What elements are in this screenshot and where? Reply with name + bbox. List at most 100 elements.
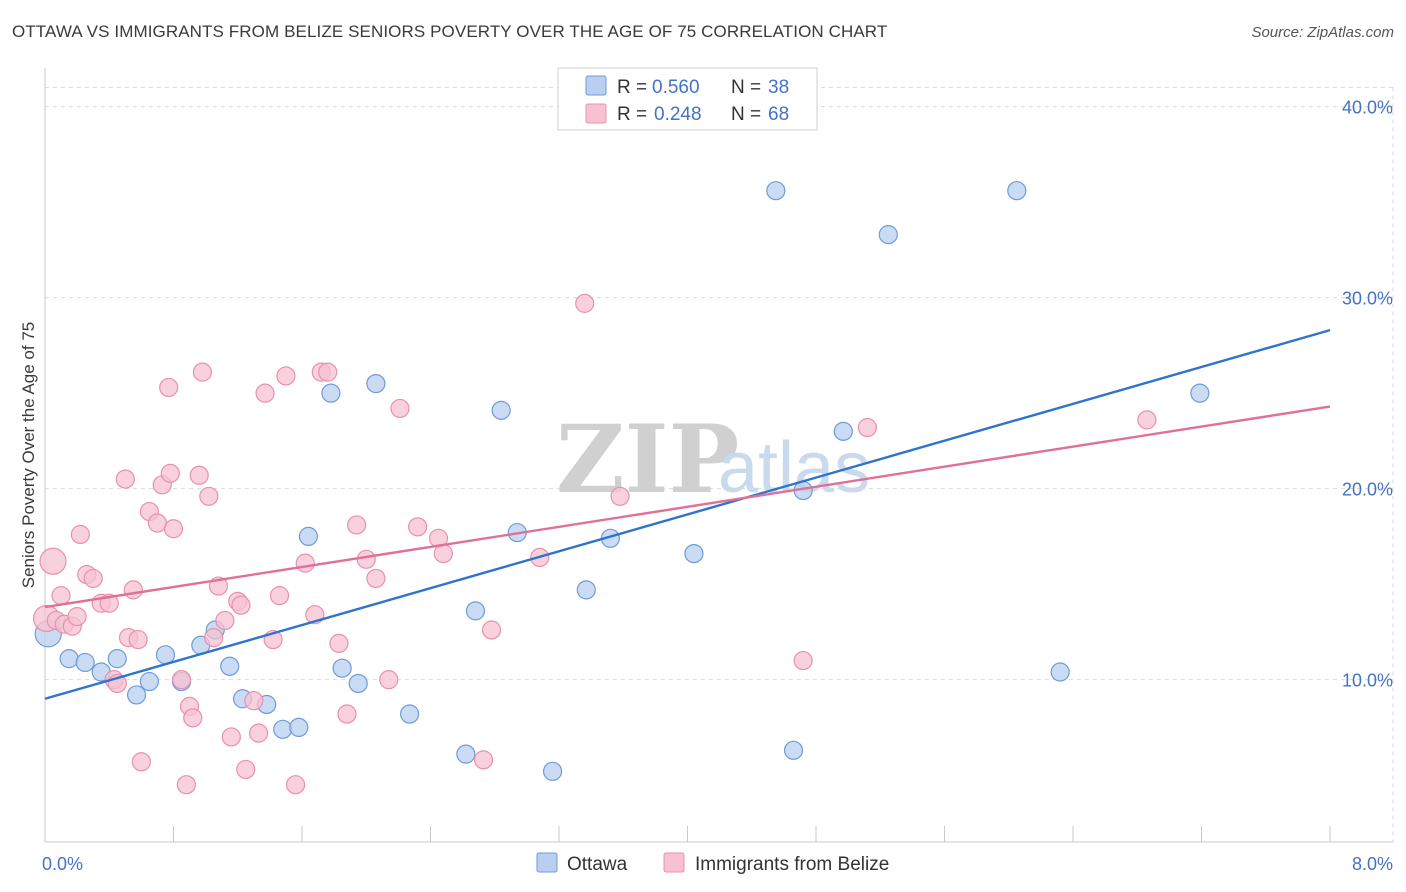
x-tick-label: 8.0% <box>1352 854 1393 874</box>
point-belize <box>189 465 209 485</box>
point-ottawa <box>75 652 95 673</box>
point-belize <box>285 775 306 795</box>
point-belize <box>51 586 71 606</box>
point-belize <box>379 670 399 690</box>
point-ottawa <box>542 761 563 781</box>
legend-n-value-belize: 68 <box>768 104 789 125</box>
point-belize <box>215 610 235 631</box>
point-ottawa <box>366 374 386 394</box>
source-attribution: Source: ZipAtlas.com <box>1251 24 1394 41</box>
trend-line-belize <box>44 405 1331 609</box>
point-ottawa <box>1190 383 1210 403</box>
legend-r-value-belize: 0.248 <box>654 104 702 125</box>
point-belize <box>857 417 878 438</box>
bottom-legend-swatch-ottawa <box>536 852 558 873</box>
y-tick-label: 30.0% <box>1342 289 1393 309</box>
point-belize <box>244 691 264 711</box>
point-belize <box>236 759 256 780</box>
point-belize <box>204 628 224 648</box>
point-ottawa <box>139 671 160 692</box>
legend-swatch-belize <box>585 103 607 124</box>
point-belize <box>347 515 367 535</box>
point-belize <box>176 775 196 795</box>
point-ottawa <box>833 421 853 441</box>
point-belize <box>793 650 813 671</box>
legend-top: R = 0.560 N = 38 R = 0.248 N = 68 <box>557 67 818 131</box>
point-belize <box>249 723 269 743</box>
point-belize <box>128 629 148 650</box>
point-belize <box>575 293 595 313</box>
point-belize <box>366 568 386 589</box>
point-belize <box>481 620 502 640</box>
legend-n-label-ottawa: N = <box>731 77 761 98</box>
point-ottawa <box>273 719 293 739</box>
legend-n-value-ottawa: 38 <box>768 77 789 98</box>
point-belize <box>318 362 338 382</box>
point-belize <box>221 727 241 747</box>
point-belize <box>163 519 184 539</box>
trend-lines <box>44 328 1331 700</box>
point-belize <box>255 383 275 403</box>
point-belize <box>171 670 192 690</box>
legend-swatch-ottawa <box>585 75 607 96</box>
point-ottawa <box>878 225 898 245</box>
point-belize <box>337 704 357 724</box>
x-tick-label: 0.0% <box>42 854 83 874</box>
y-tick-label: 10.0% <box>1342 671 1393 691</box>
y-tick-label: 40.0% <box>1342 98 1393 118</box>
watermark-atlas: atlas <box>718 428 870 508</box>
point-ottawa <box>155 645 176 665</box>
point-belize <box>115 469 135 489</box>
point-belize <box>160 463 180 483</box>
point-belize <box>159 377 179 398</box>
point-belize <box>473 750 494 770</box>
point-belize <box>1137 410 1157 430</box>
point-ottawa <box>766 181 786 201</box>
point-ottawa <box>576 580 596 600</box>
legend-r-label-belize: R = <box>617 104 647 125</box>
point-belize <box>329 633 349 653</box>
tick-labels: 10.0% 20.0% 30.0% 40.0% 0.0% 8.0% <box>42 98 1393 874</box>
point-belize <box>295 553 315 573</box>
point-ottawa <box>289 717 309 738</box>
point-belize <box>131 752 151 772</box>
point-belize <box>183 708 203 728</box>
point-ottawa <box>456 744 476 764</box>
point-belize <box>356 549 376 569</box>
point-belize <box>123 580 143 600</box>
point-belize <box>39 547 67 575</box>
point-ottawa <box>220 656 240 676</box>
point-belize <box>408 517 428 537</box>
point-belize <box>83 568 103 589</box>
point-belize <box>231 595 251 615</box>
bottom-legend-swatch-belize <box>663 852 685 873</box>
point-belize <box>269 586 290 606</box>
point-belize <box>433 543 453 564</box>
legend-r-label-ottawa: R = <box>617 77 647 98</box>
watermark: ZIP atlas <box>556 405 870 515</box>
point-belize <box>67 607 87 627</box>
point-ottawa <box>126 685 147 705</box>
axes <box>44 68 1393 843</box>
point-belize <box>147 513 168 533</box>
point-ottawa <box>107 649 127 669</box>
y-tick-label: 20.0% <box>1342 480 1393 500</box>
point-ottawa <box>465 601 486 621</box>
point-ottawa <box>400 704 420 724</box>
data-points <box>33 181 1210 795</box>
chart-title: OTTAWA VS IMMIGRANTS FROM BELIZE SENIORS… <box>12 22 888 41</box>
legend-bottom: Ottawa Immigrants from Belize <box>536 852 889 875</box>
bottom-legend-label-belize: Immigrants from Belize <box>695 854 889 875</box>
point-ottawa <box>321 383 341 403</box>
point-ottawa <box>59 649 79 669</box>
point-ottawa <box>684 543 704 564</box>
watermark-zip: ZIP <box>556 405 739 515</box>
point-belize <box>70 524 90 545</box>
point-ottawa <box>783 740 804 760</box>
point-belize <box>276 366 296 386</box>
legend-r-value-ottawa: 0.560 <box>652 77 700 98</box>
point-ottawa <box>348 673 368 694</box>
point-ottawa <box>1050 662 1070 682</box>
point-ottawa <box>491 400 511 420</box>
